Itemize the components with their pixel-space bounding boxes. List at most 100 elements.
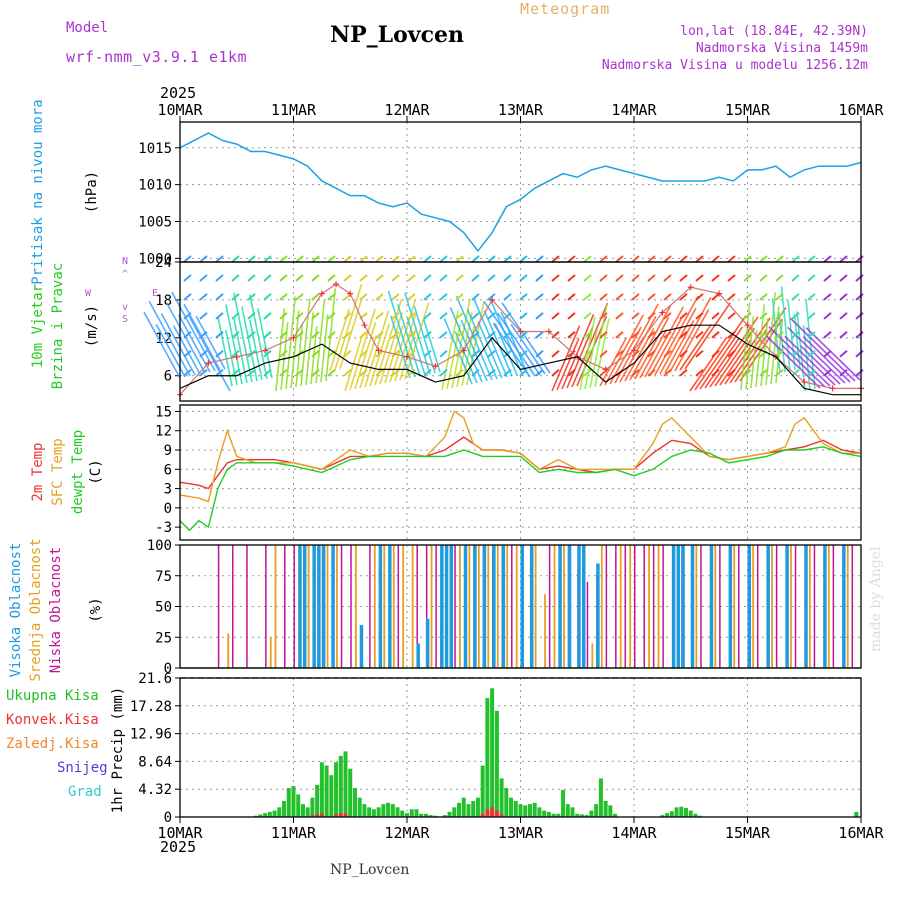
precip-total-bar	[367, 807, 372, 817]
wind-arrow	[775, 255, 784, 263]
wind-arrow	[855, 274, 864, 282]
precip-total-bar	[513, 800, 518, 817]
gust-marker	[631, 347, 637, 354]
y-tick-label: 12.96	[130, 727, 172, 743]
wind-arrow	[503, 312, 512, 320]
wind-arrow	[599, 274, 608, 282]
dewpt-side-label: dewpt Temp	[70, 430, 86, 514]
wind-arrow	[519, 312, 528, 320]
cloud-mid-bar	[402, 545, 405, 668]
wind-arrow	[423, 368, 432, 377]
precip-conv-bar	[334, 814, 339, 817]
cloud-high-bar	[676, 545, 681, 668]
precip-total-bar	[395, 807, 400, 817]
cloud-high-bar	[416, 643, 420, 668]
y-tick-label: 8.64	[138, 754, 172, 770]
cloud-mid-bar	[808, 545, 811, 668]
cloud-high-bar	[785, 545, 789, 668]
cloud-low-bar	[832, 545, 835, 668]
cloud-high-bar	[317, 545, 321, 668]
cloud-high-bar	[378, 545, 383, 668]
wind-arrow	[423, 255, 432, 263]
wind-vector	[634, 317, 670, 380]
precip-total-bar	[660, 815, 665, 817]
cloud-mid-bar	[269, 637, 272, 668]
wind-arrow	[199, 255, 208, 263]
wind-arrow	[759, 255, 768, 263]
wind-vector	[257, 308, 273, 379]
wind-arrow	[295, 331, 304, 339]
precip-conv-bar	[499, 814, 504, 817]
wind-arrow	[583, 274, 592, 282]
cloud-high-bar	[298, 545, 302, 668]
x-tick-label-top: 10MAR	[157, 101, 203, 119]
wind-arrow	[615, 293, 624, 301]
wind-arrow	[455, 312, 464, 320]
wind-arrow	[311, 255, 320, 263]
wind-arrow	[471, 255, 480, 263]
y-tick-label: 25	[155, 630, 172, 646]
wind-arrow	[503, 368, 512, 377]
wind-arrow	[823, 312, 832, 320]
wind-arrow	[439, 331, 448, 339]
precip-unit-label: 1hr Precip (mm)	[110, 687, 126, 813]
gust-marker	[829, 385, 836, 392]
precip-total-bar	[546, 811, 551, 817]
wind-arrow	[439, 274, 448, 282]
wind-vector	[604, 314, 645, 386]
precip-total-bar	[423, 813, 428, 817]
model-altitude-label: Nadmorska Visina u modelu 1256.12m	[601, 58, 868, 73]
wind-arrow	[727, 274, 736, 282]
wind-arrow	[343, 274, 352, 282]
y-tick-label: 1010	[138, 178, 172, 194]
wind-arrow	[663, 293, 672, 301]
wind-arrow	[199, 293, 208, 301]
cloud-mid-bar	[487, 545, 490, 668]
precip-legend-label: Ukupna Kisa	[6, 688, 99, 704]
precip-total-bar	[447, 811, 452, 817]
wind-vector	[285, 296, 297, 390]
wind-vector	[472, 297, 508, 378]
wind-arrow	[391, 293, 400, 301]
x-tick-label-bottom: 12MAR	[384, 824, 430, 842]
wind-vector	[320, 314, 329, 383]
wind-arrow	[679, 255, 688, 263]
wind-arrow	[711, 293, 720, 301]
wind-arrow	[519, 350, 528, 358]
wind-arrow	[247, 293, 256, 301]
gust-marker	[801, 379, 808, 386]
precip-total-bar	[296, 794, 301, 817]
wind-arrow	[183, 368, 192, 377]
precip-legend-label: Zaledj.Kisa	[6, 736, 99, 752]
y-tick-label: 15	[155, 404, 172, 420]
footer-station-label: NP_Lovcen	[330, 862, 410, 878]
wind-arrow	[855, 350, 864, 358]
y-tick-label: 50	[155, 600, 172, 616]
wind-arrow	[407, 368, 416, 377]
wind-arrow	[759, 274, 768, 282]
wind-arrow	[743, 293, 752, 301]
wind-vector	[556, 338, 580, 391]
precip-total-bar	[561, 789, 566, 817]
wind-arrow	[695, 274, 704, 282]
gust-marker	[205, 360, 212, 367]
wind-arrow	[439, 255, 448, 263]
wind-vector	[584, 330, 598, 390]
precip-total-bar	[371, 809, 376, 817]
cloud-high-bar	[440, 545, 444, 668]
wind-arrow	[823, 350, 832, 358]
wind-vector	[684, 302, 731, 370]
cloud-mid-bar	[459, 545, 461, 668]
wind-arrow	[631, 293, 640, 301]
wind-arrow	[439, 350, 448, 358]
wind-arrow	[231, 312, 240, 320]
wind-vector	[413, 305, 436, 374]
cloud-mid-bar	[752, 545, 755, 668]
wind-arrow	[551, 350, 560, 358]
wind-arrow	[743, 350, 752, 358]
wind-arrow	[407, 331, 416, 339]
wind-arrow	[215, 255, 224, 263]
wind-arrow	[711, 312, 720, 320]
wind-arrow	[855, 255, 864, 263]
wind-arrow	[615, 274, 624, 282]
